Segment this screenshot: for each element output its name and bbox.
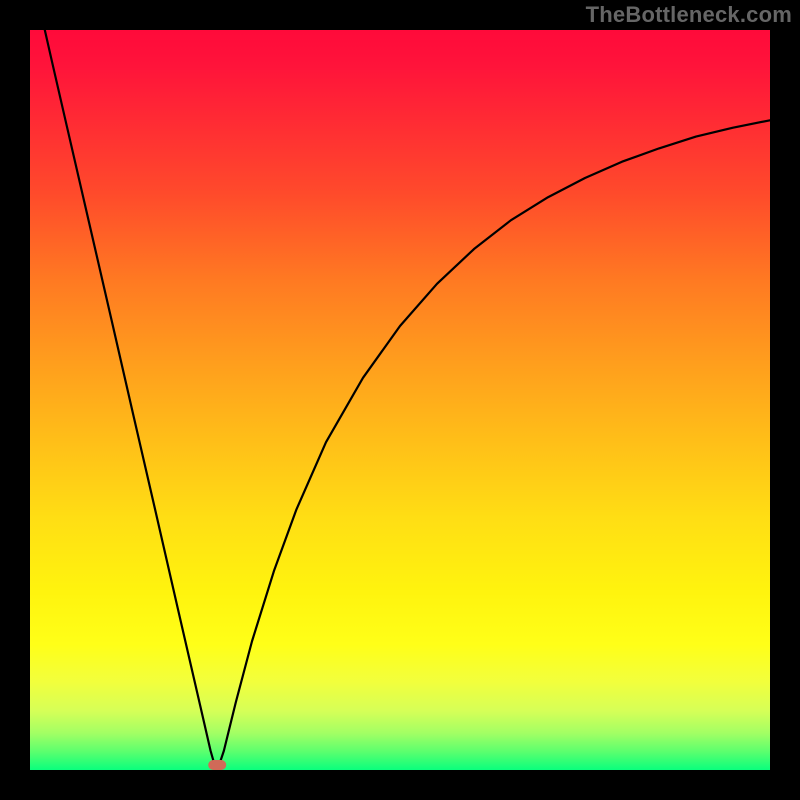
bottleneck-chart bbox=[0, 0, 800, 800]
optimal-point-marker bbox=[208, 760, 226, 770]
chart-container: { "chart": { "type": "line", "width": 80… bbox=[0, 0, 800, 800]
chart-background bbox=[30, 30, 770, 770]
watermark-text: TheBottleneck.com bbox=[586, 2, 792, 28]
